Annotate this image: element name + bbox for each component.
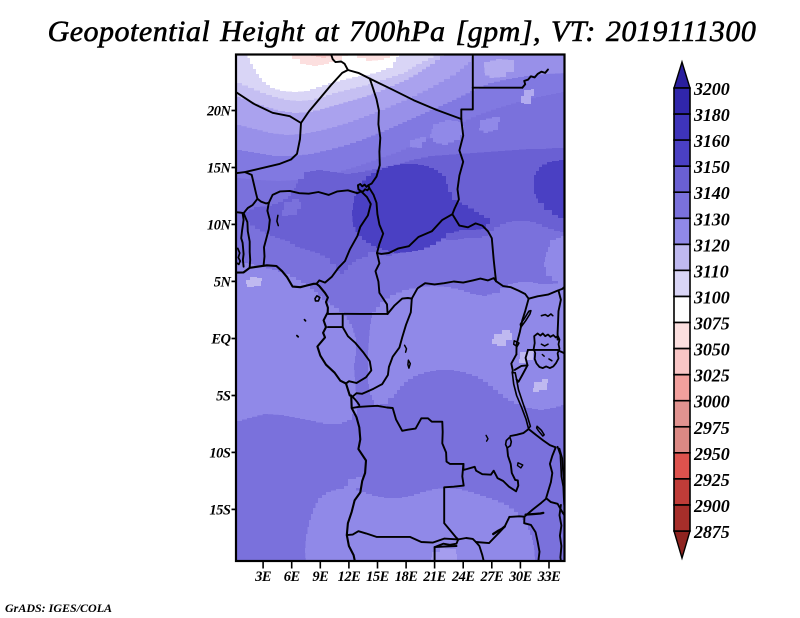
- svg-text:2875: 2875: [693, 522, 730, 542]
- svg-text:3110: 3110: [693, 261, 729, 281]
- svg-text:GrADS: IGES/COLA: GrADS: IGES/COLA: [5, 601, 112, 615]
- svg-text:3000: 3000: [693, 392, 730, 412]
- svg-text:10N: 10N: [207, 217, 232, 233]
- svg-text:30E: 30E: [508, 569, 533, 585]
- svg-text:10S: 10S: [209, 445, 231, 461]
- svg-text:3075: 3075: [693, 314, 730, 334]
- svg-text:3050: 3050: [693, 340, 730, 360]
- svg-text:2925: 2925: [693, 470, 730, 490]
- svg-text:3180: 3180: [693, 105, 730, 125]
- svg-text:3100: 3100: [693, 288, 730, 308]
- svg-text:3E: 3E: [254, 569, 272, 585]
- svg-text:6E: 6E: [284, 569, 301, 585]
- svg-text:12E: 12E: [338, 569, 362, 585]
- svg-text:15E: 15E: [366, 569, 390, 585]
- svg-text:3130: 3130: [693, 209, 730, 229]
- svg-text:3120: 3120: [693, 235, 730, 255]
- svg-text:5S: 5S: [216, 389, 231, 405]
- svg-text:3150: 3150: [693, 157, 730, 177]
- svg-text:24E: 24E: [451, 569, 476, 585]
- svg-text:3200: 3200: [693, 79, 730, 99]
- svg-text:3025: 3025: [693, 366, 730, 386]
- svg-text:EQ: EQ: [210, 332, 231, 348]
- svg-text:15S: 15S: [209, 502, 231, 518]
- svg-text:15N: 15N: [207, 161, 232, 177]
- svg-text:2975: 2975: [693, 418, 730, 438]
- svg-text:21E: 21E: [422, 569, 447, 585]
- svg-text:18E: 18E: [395, 569, 419, 585]
- svg-text:2900: 2900: [693, 496, 730, 516]
- svg-text:27E: 27E: [479, 569, 504, 585]
- svg-text:33E: 33E: [537, 569, 562, 585]
- svg-text:3140: 3140: [693, 183, 730, 203]
- svg-text:5N: 5N: [214, 274, 232, 290]
- svg-text:9E: 9E: [312, 569, 329, 585]
- svg-text:Geopotential Height at 700hPa: Geopotential Height at 700hPa [gpm], VT:…: [48, 15, 757, 48]
- svg-text:2950: 2950: [693, 444, 730, 464]
- svg-text:20N: 20N: [206, 104, 232, 120]
- svg-text:3160: 3160: [693, 131, 730, 151]
